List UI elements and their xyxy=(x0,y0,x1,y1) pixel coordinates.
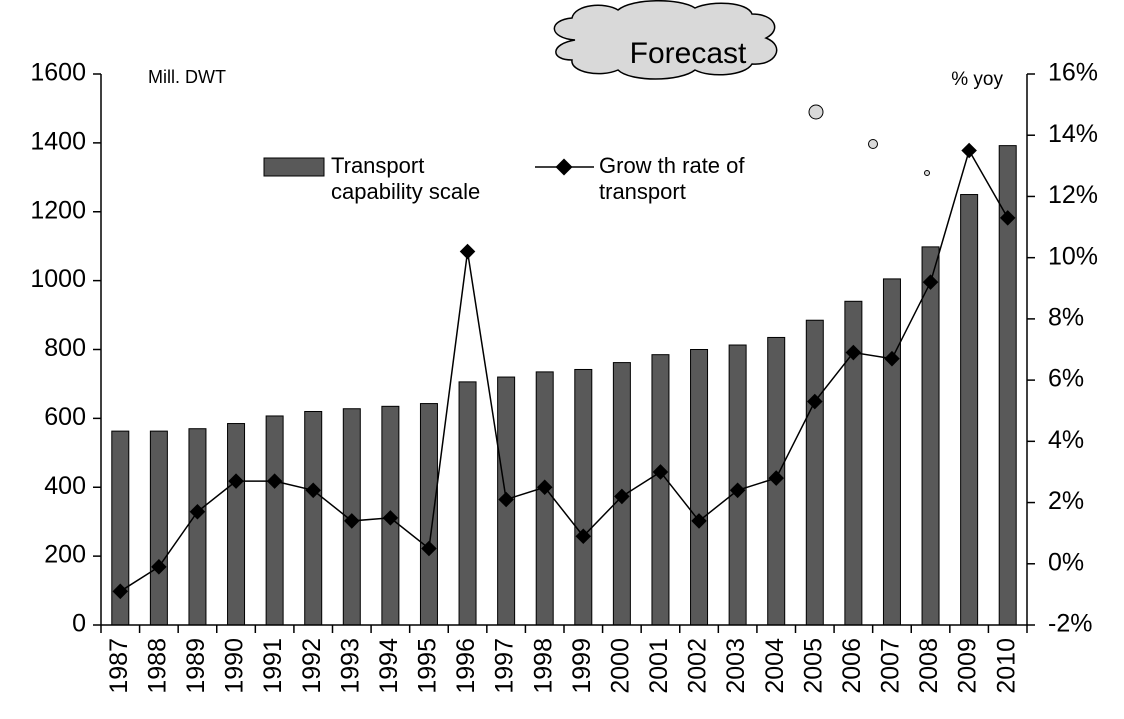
annotation: Forecast xyxy=(630,37,747,70)
y-tick-label: 1400 xyxy=(30,127,86,155)
bar xyxy=(265,415,284,626)
line xyxy=(119,148,1009,592)
bar xyxy=(458,381,477,626)
x-tick-label: 2004 xyxy=(761,638,789,694)
x-tick-label: 1995 xyxy=(414,638,442,694)
bar xyxy=(921,246,940,626)
x-tick-label: 1988 xyxy=(143,638,171,694)
y-tick-label: 200 xyxy=(44,541,86,569)
bar xyxy=(535,371,554,626)
y2-tick-label: 2% xyxy=(1048,487,1084,515)
y2-tick-label: 16% xyxy=(1048,59,1098,87)
bar xyxy=(304,410,323,626)
bar xyxy=(574,368,593,626)
line-marker xyxy=(189,503,206,520)
y-tick-label: 1200 xyxy=(30,196,86,224)
bar xyxy=(960,194,979,626)
x-tick-label: 2008 xyxy=(915,638,943,694)
line-marker xyxy=(691,513,707,529)
legend-marker xyxy=(555,158,573,176)
bar xyxy=(227,423,246,626)
x-tick-label: 1996 xyxy=(452,638,480,694)
x-tick-label: 1999 xyxy=(568,638,596,694)
y2-axis-label: % yoy xyxy=(951,69,1003,90)
x-tick-label: 2002 xyxy=(684,638,712,694)
y2-tick-label: 8% xyxy=(1048,303,1084,331)
y2-tick-label: 10% xyxy=(1048,242,1098,270)
x-tick-label: 1989 xyxy=(182,638,210,694)
x-tick-label: 1994 xyxy=(375,638,403,694)
x-tick-label: 2000 xyxy=(606,638,634,694)
forecast-cloud xyxy=(553,0,930,176)
line-marker xyxy=(999,210,1016,226)
bar xyxy=(690,349,709,626)
x-tick-label: 1987 xyxy=(105,638,133,694)
bar xyxy=(149,430,168,626)
x-tick-label: 2010 xyxy=(992,638,1020,694)
y-tick-label: 600 xyxy=(44,403,86,431)
x-tick-label: 2007 xyxy=(877,638,905,694)
line-marker xyxy=(459,243,476,260)
line-marker xyxy=(151,559,167,575)
y-tick-label: 400 xyxy=(44,472,86,500)
legend-label: Grow th rate of transport xyxy=(599,153,745,204)
line-marker xyxy=(228,473,244,489)
bar xyxy=(419,403,438,626)
y2-tick-label: 6% xyxy=(1048,365,1084,393)
x-tick-label: 1998 xyxy=(529,638,557,694)
x-tick-label: 2001 xyxy=(645,638,673,694)
bar xyxy=(882,278,901,626)
x-tick-label: 2003 xyxy=(722,638,750,694)
y2-tick-label: -2% xyxy=(1048,610,1092,638)
y2-tick-label: 14% xyxy=(1048,120,1098,148)
y-tick-label: 0 xyxy=(72,610,86,638)
y2-tick-label: 4% xyxy=(1048,426,1084,454)
x-tick-label: 1992 xyxy=(298,638,326,694)
legend-label: Transport capability scale xyxy=(331,153,481,204)
bar xyxy=(651,354,670,626)
y2-tick-label: 12% xyxy=(1048,181,1098,209)
y-tick-label: 1600 xyxy=(30,59,86,87)
bar xyxy=(805,319,824,626)
bar xyxy=(188,428,207,626)
y-axis-label: Mill. DWT xyxy=(148,67,226,87)
line-marker xyxy=(575,528,592,545)
y-tick-label: 800 xyxy=(44,334,86,362)
legend-swatch xyxy=(263,157,325,177)
x-tick-label: 2006 xyxy=(838,638,866,694)
x-tick-label: 1993 xyxy=(336,638,364,694)
y2-tick-label: 0% xyxy=(1048,548,1084,576)
x-tick-label: 2005 xyxy=(799,638,827,694)
x-tick-label: 1997 xyxy=(491,638,519,694)
y-tick-label: 1000 xyxy=(30,265,86,293)
x-tick-label: 2009 xyxy=(954,638,982,694)
line-marker xyxy=(961,142,977,159)
x-tick-label: 1990 xyxy=(221,638,249,694)
x-tick-label: 1991 xyxy=(259,638,287,694)
